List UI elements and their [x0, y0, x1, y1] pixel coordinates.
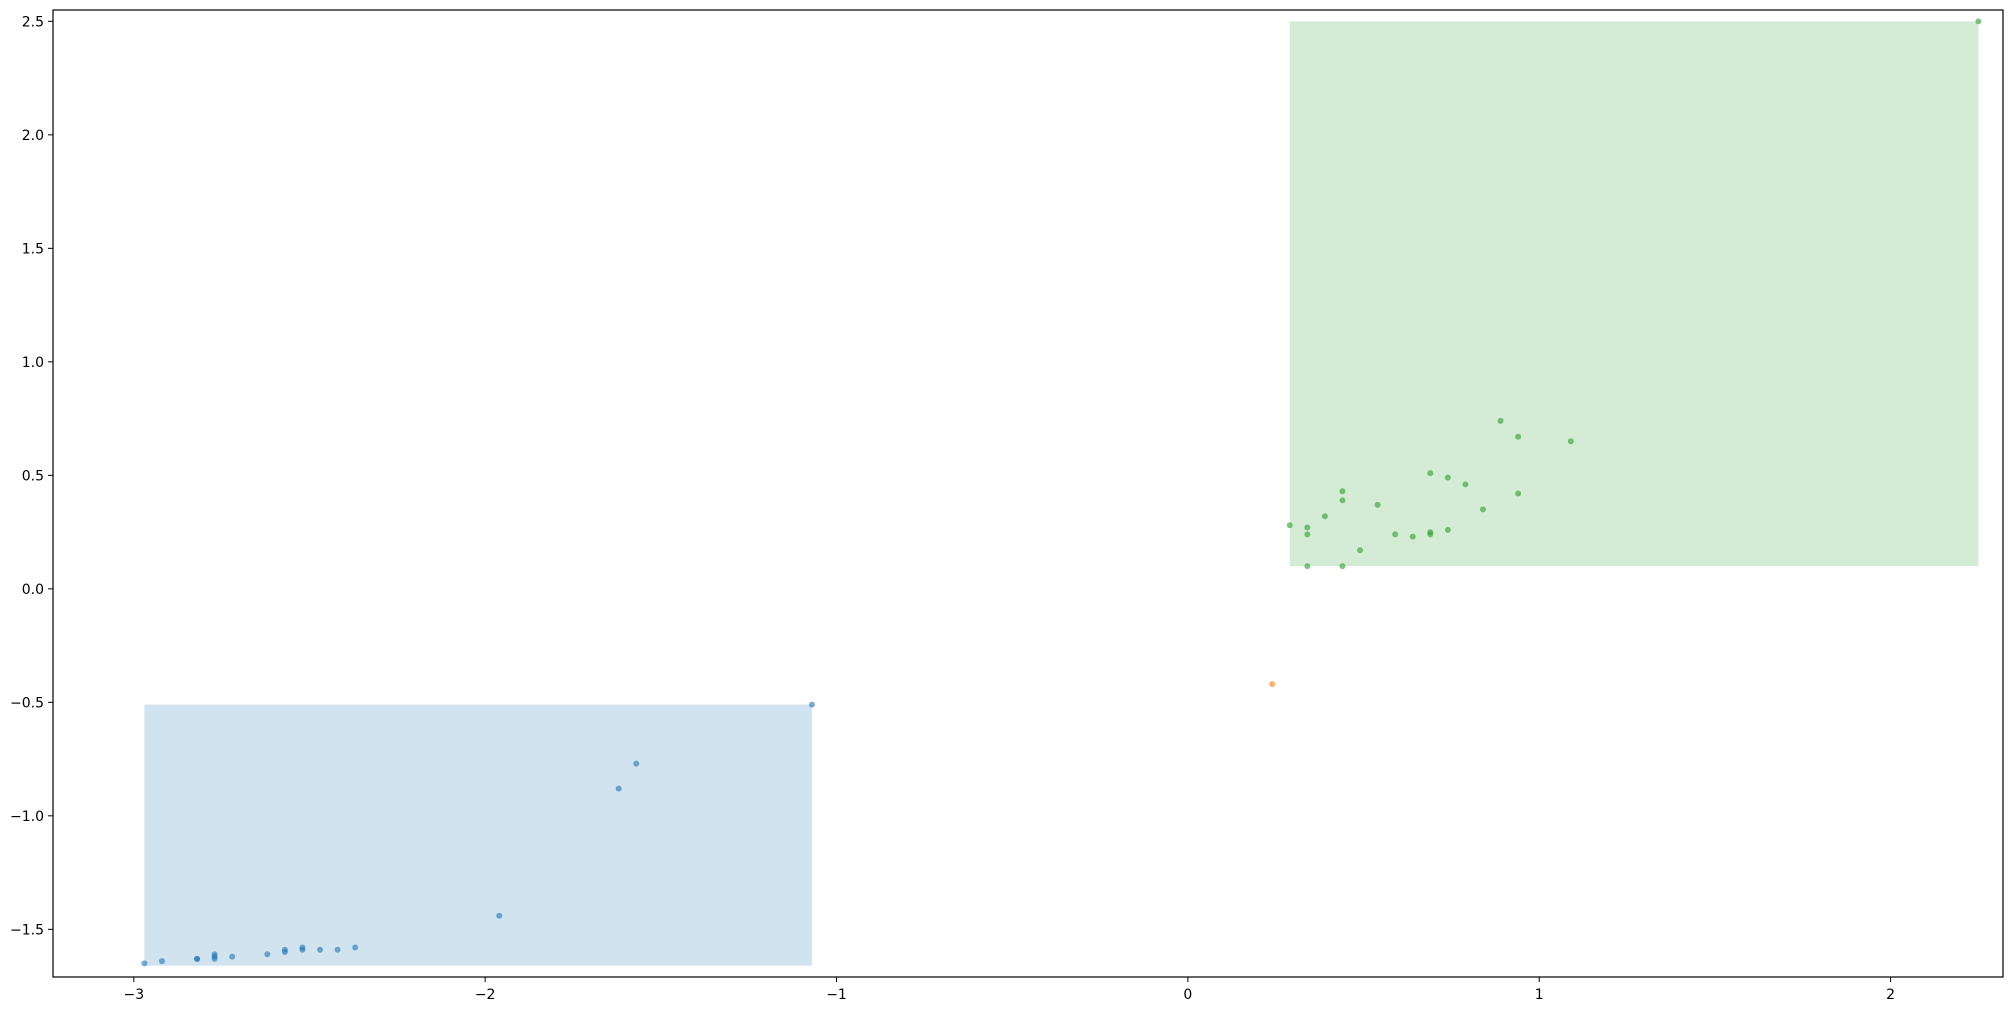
- data-point: [281, 946, 288, 953]
- data-point: [1269, 681, 1276, 688]
- data-point: [1392, 531, 1399, 538]
- data-point: [1462, 481, 1469, 488]
- y-tick-label: 0.5: [22, 468, 44, 484]
- data-point: [1339, 563, 1346, 570]
- data-point: [194, 955, 201, 962]
- y-tick-label: −1.0: [10, 809, 44, 825]
- data-point: [1427, 531, 1434, 538]
- plot-frame: [52, 9, 2004, 978]
- data-point: [1515, 490, 1522, 497]
- data-point: [317, 946, 324, 953]
- y-tick-label: −1.5: [10, 922, 44, 938]
- data-point: [1409, 533, 1416, 540]
- y-tick-label: 1.0: [22, 355, 44, 371]
- data-point: [1321, 513, 1328, 520]
- data-point: [1357, 547, 1364, 554]
- x-tick-label: −1: [826, 987, 847, 1003]
- data-point: [1304, 531, 1311, 538]
- data-point: [1374, 501, 1381, 508]
- data-point: [211, 951, 218, 958]
- y-tick-label: 0.0: [22, 582, 44, 598]
- data-point: [211, 955, 218, 962]
- y-axis: −1.5 −1.0 −0.5 0.0 0.5 1.0 1.5 2.0 2.5: [10, 14, 53, 938]
- highlight-region-2: [1289, 21, 1979, 567]
- data-point: [1480, 506, 1486, 513]
- x-tick-label: −2: [475, 987, 496, 1003]
- y-tick-label: −0.5: [10, 695, 44, 711]
- y-tick-label: 1.5: [22, 241, 44, 257]
- y-tick-label: 2.5: [22, 14, 44, 30]
- data-point: [1304, 524, 1311, 531]
- data-point: [1339, 488, 1346, 495]
- x-tick-label: 0: [1183, 987, 1192, 1003]
- data-point: [1304, 563, 1311, 570]
- highlight-region-1: [144, 704, 812, 966]
- data-point: [615, 785, 622, 792]
- data-point: [1567, 438, 1574, 445]
- data-point: [141, 960, 148, 967]
- highlight-regions: [144, 21, 1979, 966]
- data-point: [299, 944, 306, 951]
- data-point: [334, 946, 341, 953]
- data-point: [1444, 526, 1451, 533]
- data-point: [264, 951, 271, 958]
- x-tick-label: 1: [1535, 987, 1544, 1003]
- data-point: [633, 760, 640, 767]
- x-axis: −3 −2 −1 0 1 2: [123, 977, 1895, 1003]
- data-point: [808, 701, 815, 708]
- data-point: [1444, 474, 1451, 481]
- y-tick-label: 2.0: [22, 128, 44, 144]
- data-points: [141, 18, 1982, 967]
- data-point: [1286, 522, 1293, 529]
- data-point: [352, 944, 359, 951]
- data-point: [229, 953, 236, 960]
- data-point: [1497, 417, 1504, 424]
- data-point: [158, 958, 165, 965]
- data-point: [496, 912, 503, 919]
- x-tick-label: −3: [123, 987, 144, 1003]
- data-point: [1339, 497, 1346, 504]
- x-tick-label: 2: [1886, 987, 1895, 1003]
- data-point: [1427, 470, 1434, 477]
- data-point: [1515, 433, 1522, 440]
- data-point: [1975, 18, 1982, 25]
